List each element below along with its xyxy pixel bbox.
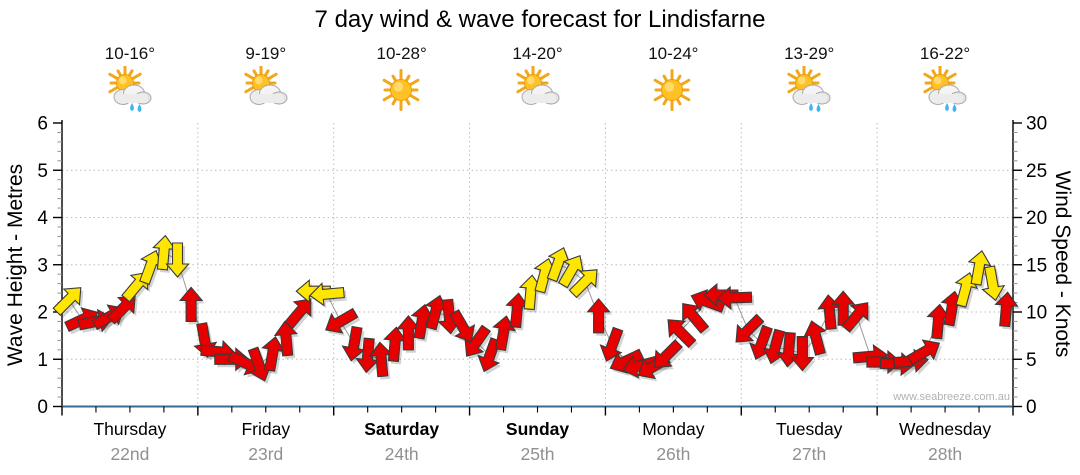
svg-text:30: 30 (1026, 114, 1047, 135)
sun-cloud-rain-icon (62, 66, 198, 116)
sun-icon (334, 66, 470, 116)
svg-text:3: 3 (37, 255, 48, 276)
day-date-label: 26th (656, 444, 691, 464)
sun-cloud-icon (470, 66, 606, 116)
day-date-label: 22nd (110, 444, 150, 464)
day-name-label: Tuesday (775, 419, 843, 439)
sun-cloud-icon (198, 66, 334, 116)
svg-text:6: 6 (37, 114, 48, 135)
day-name-label: Thursday (93, 419, 167, 439)
watermark-text: www.seabreeze.com.au (893, 391, 1010, 403)
svg-text:25: 25 (1026, 161, 1047, 182)
sun-icon (605, 66, 741, 116)
sun-cloud-rain-icon (877, 66, 1013, 116)
svg-text:5: 5 (1026, 350, 1037, 371)
svg-text:15: 15 (1026, 255, 1047, 276)
day-temp-label: 16-22° (919, 44, 971, 63)
day-name-label: Friday (241, 419, 291, 439)
svg-text:2: 2 (37, 303, 48, 324)
day-date-label: 25th (520, 444, 555, 464)
day-temp-label: 13-29° (784, 44, 835, 63)
chart-title: 7 day wind & wave forecast for Lindisfar… (314, 6, 766, 33)
day-temp-label: 14-20° (512, 44, 563, 63)
svg-text:0: 0 (1026, 397, 1037, 418)
day-date-label: 23rd (248, 444, 284, 464)
day-temp-label: 10-16° (104, 44, 156, 63)
svg-text:4: 4 (37, 208, 48, 229)
svg-text:20: 20 (1026, 208, 1047, 229)
svg-text:1: 1 (37, 350, 48, 371)
day-name-label: Saturday (364, 419, 440, 439)
day-temp-label: 10-28° (376, 44, 427, 63)
svg-text:10: 10 (1026, 303, 1047, 324)
day-date-label: 27th (792, 444, 827, 464)
day-name-label: Monday (642, 419, 705, 439)
sun-cloud-rain-icon (741, 66, 877, 116)
svg-text:5: 5 (37, 161, 48, 182)
day-date-label: 28th (928, 444, 963, 464)
day-temp-label: 9-19° (245, 44, 287, 63)
day-temp-label: 10-24° (648, 44, 699, 63)
day-date-label: 24th (384, 444, 419, 464)
day-name-label: Sunday (505, 419, 570, 439)
day-name-label: Wednesday (899, 419, 992, 439)
svg-text:0: 0 (37, 397, 48, 418)
